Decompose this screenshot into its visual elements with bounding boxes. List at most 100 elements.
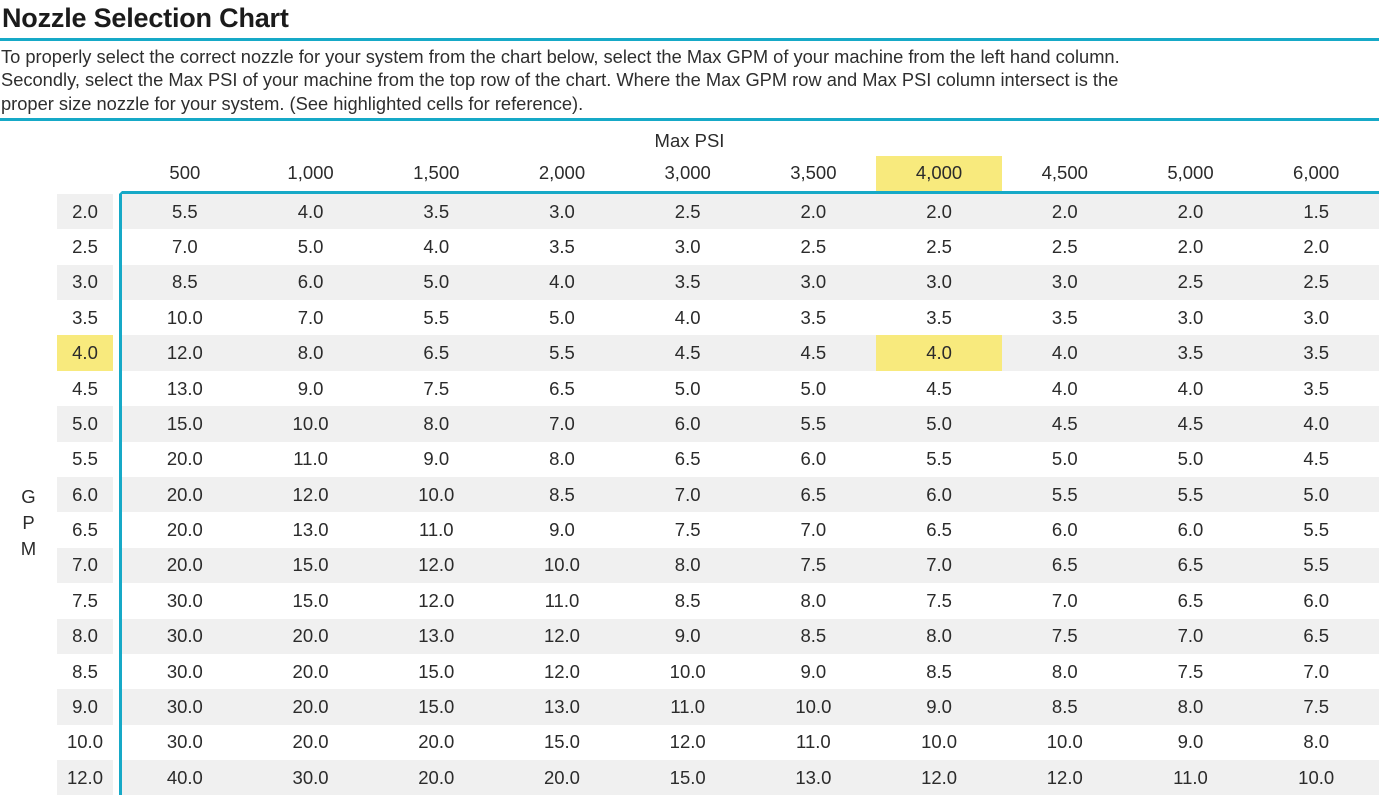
nozzle-cell: 2.0 <box>1177 235 1204 257</box>
nozzle-cell: 3.0 <box>549 200 575 222</box>
nozzle-cell: 5.5 <box>1177 483 1204 505</box>
row-gap <box>113 477 119 513</box>
nozzle-cell: 7.5 <box>926 589 952 611</box>
row-cells: 15.0 10.0 8.0 7.0 6.0 5.5 5.0 4.5 4.5 4.0 <box>119 406 1379 442</box>
nozzle-cell: 4.0 <box>1051 342 1078 364</box>
nozzle-cell: 7.0 <box>1177 625 1204 647</box>
nozzle-cell: 7.5 <box>1177 660 1204 682</box>
row-cells: 12.0 8.0 6.5 5.5 4.5 4.5 4.0 4.0 3.5 3.5 <box>119 335 1379 371</box>
nozzle-cell: 20.0 <box>166 519 203 541</box>
nozzle-cell: 5.5 <box>1303 519 1330 541</box>
instructions-line-2: Secondly, select the Max PSI of your mac… <box>1 69 1119 91</box>
table-row: 8.5 30.0 20.0 15.0 12.0 10.0 9.0 8.5 8.0 7.5 7.0 <box>0 653 1379 690</box>
nozzle-cell: 7.0 <box>549 412 575 434</box>
nozzle-cell: 7.5 <box>674 519 701 541</box>
nozzle-cell: 2.0 <box>1051 200 1078 222</box>
row-cells: 30.0 15.0 12.0 11.0 8.5 8.0 7.5 7.0 6.5 6.0 <box>119 583 1379 619</box>
nozzle-cell: 4.0 <box>549 271 575 293</box>
row-cells: 30.0 20.0 20.0 15.0 12.0 11.0 10.0 10.0 9.0 8.0 <box>119 724 1379 761</box>
row-cells: 30.0 20.0 15.0 12.0 10.0 9.0 8.5 8.0 7.5 7.0 <box>119 653 1379 690</box>
row-gap <box>113 547 119 584</box>
nozzle-cell: 5.5 <box>926 448 952 470</box>
nozzle-cell: 8.0 <box>674 554 701 576</box>
row-gap <box>113 441 119 478</box>
row-gutter <box>0 264 57 301</box>
nozzle-chart: Max PSI 500 1,000 1,500 2,000 3,000 3,500 4,00… <box>0 126 1379 795</box>
nozzle-cell: 2.5 <box>800 235 827 257</box>
nozzle-cell: 6.5 <box>1303 625 1330 647</box>
table-row: 2.0 5.5 4.0 3.5 3.0 2.5 2.0 2.0 2.0 2.0 1.5 <box>0 193 1379 230</box>
nozzle-cell: 6.0 <box>674 412 701 434</box>
nozzle-cell: 4.5 <box>1051 412 1078 434</box>
nozzle-cell: 1.5 <box>1303 200 1330 222</box>
nozzle-cell: 4.5 <box>1303 448 1330 470</box>
gpm-row-label: 9.0 <box>57 689 113 725</box>
psi-header-cell: 6,000 <box>1293 162 1340 184</box>
row-gap <box>113 229 119 265</box>
row-gutter <box>0 335 57 371</box>
table-row: 7.0 20.0 15.0 12.0 10.0 8.0 7.5 7.0 6.5 6.5 5.5 <box>0 547 1379 584</box>
row-gap <box>113 583 119 619</box>
nozzle-cell: 8.5 <box>1051 696 1078 718</box>
psi-header-cell: 3,000 <box>664 162 711 184</box>
nozzle-cell: 4.5 <box>1177 412 1204 434</box>
gpm-row-label: 4.0 <box>57 335 113 371</box>
nozzle-cell: 20.0 <box>166 448 203 470</box>
nozzle-cell: 3.5 <box>423 200 450 222</box>
table-row: 10.0 30.0 20.0 20.0 15.0 12.0 11.0 10.0 10.0 9.0 8… <box>0 724 1379 761</box>
nozzle-cell: 12.0 <box>1046 766 1083 788</box>
instructions-line-3: proper size nozzle for your system. (See… <box>1 92 584 114</box>
nozzle-cell: 5.5 <box>423 306 450 328</box>
nozzle-cell: 3.5 <box>549 235 575 257</box>
nozzle-cell: 3.5 <box>1303 377 1330 399</box>
nozzle-cell: 11.0 <box>418 519 454 541</box>
nozzle-cell: 8.0 <box>297 342 324 364</box>
nozzle-cell: 5.0 <box>674 377 701 399</box>
nozzle-cell: 7.0 <box>926 554 952 576</box>
table-row: 6.5 20.0 13.0 11.0 9.0 7.5 7.0 6.5 6.0 6.0 5.5 <box>0 512 1379 548</box>
nozzle-cell: 8.0 <box>1303 731 1330 753</box>
nozzle-cell: 15.0 <box>669 766 706 788</box>
nozzle-cell: 6.0 <box>800 448 827 470</box>
nozzle-cell: 5.0 <box>1051 448 1078 470</box>
row-cells: 20.0 12.0 10.0 8.5 7.0 6.5 6.0 5.5 5.5 5.0 <box>119 477 1379 513</box>
gpm-row-label: 2.0 <box>57 193 113 230</box>
row-gutter <box>0 229 57 265</box>
table-row: 2.5 7.0 5.0 4.0 3.5 3.0 2.5 2.5 2.5 2.0 2.0 <box>0 229 1379 265</box>
nozzle-cell: 6.5 <box>1177 589 1204 611</box>
nozzle-cell: 7.0 <box>1051 589 1078 611</box>
nozzle-cell: 6.0 <box>926 483 952 505</box>
row-gutter <box>0 547 57 584</box>
nozzle-cell: 2.0 <box>1177 200 1204 222</box>
nozzle-cell: 4.5 <box>926 377 952 399</box>
psi-header-cell: 4,500 <box>1041 162 1088 184</box>
nozzle-cell: 8.0 <box>1177 696 1204 718</box>
header-corner <box>57 156 113 194</box>
nozzle-cell: 9.0 <box>1177 731 1204 753</box>
nozzle-cell: 10.0 <box>166 306 203 328</box>
nozzle-cell: 6.5 <box>674 448 701 470</box>
nozzle-cell: 3.5 <box>674 271 701 293</box>
nozzle-cell: 7.0 <box>1303 660 1330 682</box>
row-cells: 10.0 7.0 5.5 5.0 4.0 3.5 3.5 3.5 3.0 3.0 <box>119 300 1379 336</box>
nozzle-cell: 10.0 <box>418 483 455 505</box>
table-row: 9.0 30.0 20.0 15.0 13.0 11.0 10.0 9.0 8.5 8.0 7.5 <box>0 689 1379 725</box>
nozzle-cell: 11.0 <box>544 589 580 611</box>
nozzle-cell: 7.5 <box>1303 696 1330 718</box>
nozzle-cell: 30.0 <box>166 589 203 611</box>
nozzle-cell: 11.0 <box>796 731 831 753</box>
instructions-divider <box>0 117 1379 121</box>
nozzle-cell: 30.0 <box>166 660 203 682</box>
nozzle-cell: 5.0 <box>926 412 952 434</box>
nozzle-cell: 40.0 <box>166 766 203 788</box>
nozzle-cell: 30.0 <box>292 766 329 788</box>
nozzle-cell: 5.0 <box>1177 448 1204 470</box>
nozzle-cell: 20.0 <box>166 483 203 505</box>
nozzle-cell: 8.0 <box>926 625 952 647</box>
nozzle-cell: 3.0 <box>926 271 952 293</box>
row-gutter <box>0 512 57 548</box>
nozzle-cell: 6.5 <box>549 377 575 399</box>
row-gutter <box>0 370 57 407</box>
gpm-row-label: 6.5 <box>72 519 98 541</box>
